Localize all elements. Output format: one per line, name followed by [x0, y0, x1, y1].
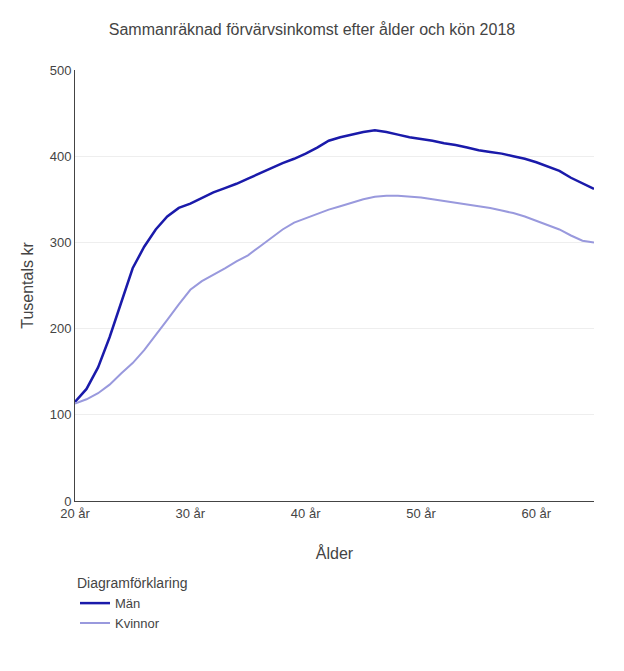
- svg-text:100: 100: [50, 407, 72, 422]
- svg-text:Män: Män: [115, 596, 140, 611]
- svg-text:500: 500: [50, 63, 72, 78]
- svg-text:50 år: 50 år: [406, 506, 436, 521]
- svg-text:60 år: 60 år: [522, 506, 552, 521]
- svg-text:200: 200: [50, 321, 72, 336]
- svg-text:Sammanräknad förvärvsinkomst e: Sammanräknad förvärvsinkomst efter ålder…: [109, 21, 516, 38]
- svg-text:40 år: 40 år: [291, 506, 321, 521]
- svg-text:Ålder: Ålder: [316, 544, 354, 562]
- svg-text:400: 400: [50, 149, 72, 164]
- svg-text:Tusentals kr: Tusentals kr: [19, 242, 36, 329]
- svg-text:20 år: 20 år: [60, 506, 90, 521]
- svg-text:Diagramförklaring: Diagramförklaring: [77, 575, 187, 591]
- svg-text:30 år: 30 år: [176, 506, 206, 521]
- svg-text:Kvinnor: Kvinnor: [115, 616, 160, 631]
- svg-text:300: 300: [50, 235, 72, 250]
- svg-text:0: 0: [64, 494, 71, 509]
